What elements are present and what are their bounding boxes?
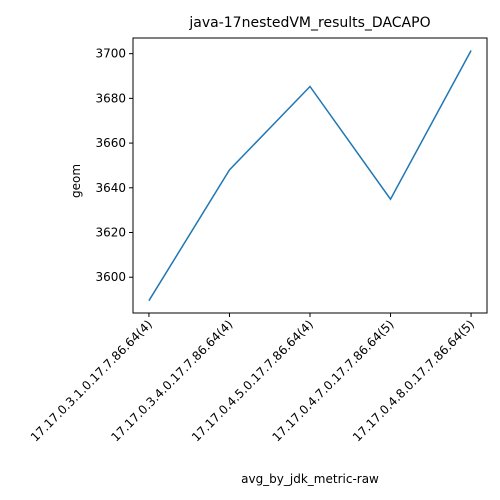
y-tick-label: 3640 — [95, 181, 126, 195]
x-axis-label: avg_by_jdk_metric-raw — [241, 472, 379, 486]
y-tick-label: 3700 — [95, 47, 126, 61]
plot-area — [148, 50, 472, 302]
y-tick-label: 3660 — [95, 136, 126, 150]
chart-title: java-17nestedVM_results_DACAPO — [188, 15, 430, 31]
y-tick-label: 3620 — [95, 226, 126, 240]
y-tick-label: 3600 — [95, 270, 126, 284]
plot-frame — [132, 37, 488, 314]
y-axis-label: geom — [69, 164, 83, 198]
series-line — [148, 50, 472, 302]
y-tick-label: 3680 — [95, 91, 126, 105]
y-axis: 3600 3620 3640 3660 3680 3700 — [95, 47, 133, 284]
x-axis: 17.17.0.3.1.0.17.7.86.64(4)17.17.0.3.4.0… — [28, 313, 477, 444]
